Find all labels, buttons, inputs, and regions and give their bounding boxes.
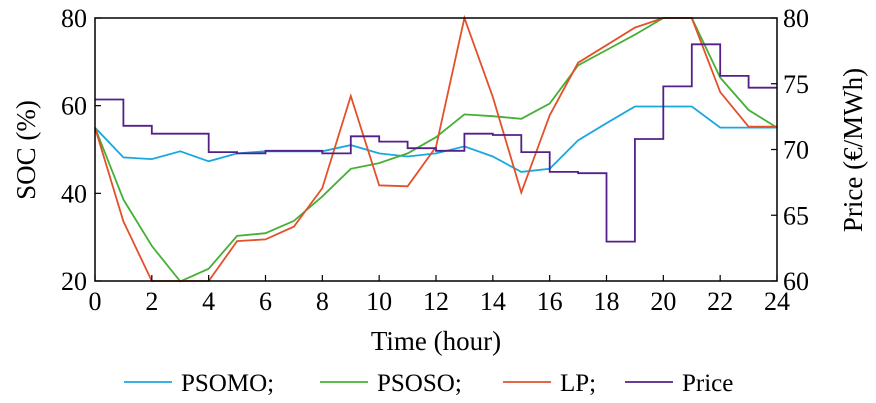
- legend-label-lp: LP;: [560, 370, 596, 397]
- legend-item-price: Price: [625, 370, 733, 397]
- x-axis-title: Time (hour): [371, 326, 501, 356]
- y2-tick-label: 75: [783, 70, 809, 99]
- y-axis-title: SOC (%): [11, 100, 41, 200]
- x-tick-label: 16: [537, 287, 563, 316]
- x-tick-label: 14: [480, 287, 506, 316]
- x-tick-label: 8: [316, 287, 329, 316]
- y-tick-label: 60: [61, 92, 87, 121]
- y2-tick-label: 80: [783, 4, 809, 33]
- x-tick-label: 10: [366, 287, 392, 316]
- y2-axis-title: Price (€/MWh): [838, 68, 868, 232]
- x-tick-label: 2: [145, 287, 158, 316]
- legend: PSOMO; PSOSO; LP; Price: [124, 370, 733, 397]
- x-tick-label: 6: [259, 287, 272, 316]
- x-tick-label: 24: [764, 287, 790, 316]
- x-tick-label: 4: [202, 287, 215, 316]
- x-tick-label: 18: [594, 287, 620, 316]
- x-tick-label: 20: [650, 287, 676, 316]
- legend-item-psomo: PSOMO;: [124, 370, 274, 397]
- y2-tick-label: 60: [783, 267, 809, 296]
- legend-item-lp: LP;: [503, 370, 596, 397]
- legend-label-psomo: PSOMO;: [181, 370, 274, 397]
- legend-label-psoso: PSOSO;: [377, 370, 462, 397]
- legend-label-price: Price: [682, 370, 733, 397]
- series-line-price: [95, 43, 777, 243]
- x-tick-label: 0: [89, 287, 102, 316]
- y2-tick-label: 65: [783, 201, 809, 230]
- y-tick-label: 20: [61, 267, 87, 296]
- y2-tick-label: 70: [783, 136, 809, 165]
- x-tick-label: 22: [707, 287, 733, 316]
- legend-item-psoso: PSOSO;: [320, 370, 462, 397]
- x-tick-label: 12: [423, 287, 449, 316]
- y-tick-label: 40: [61, 179, 87, 208]
- y-tick-label: 80: [61, 4, 87, 33]
